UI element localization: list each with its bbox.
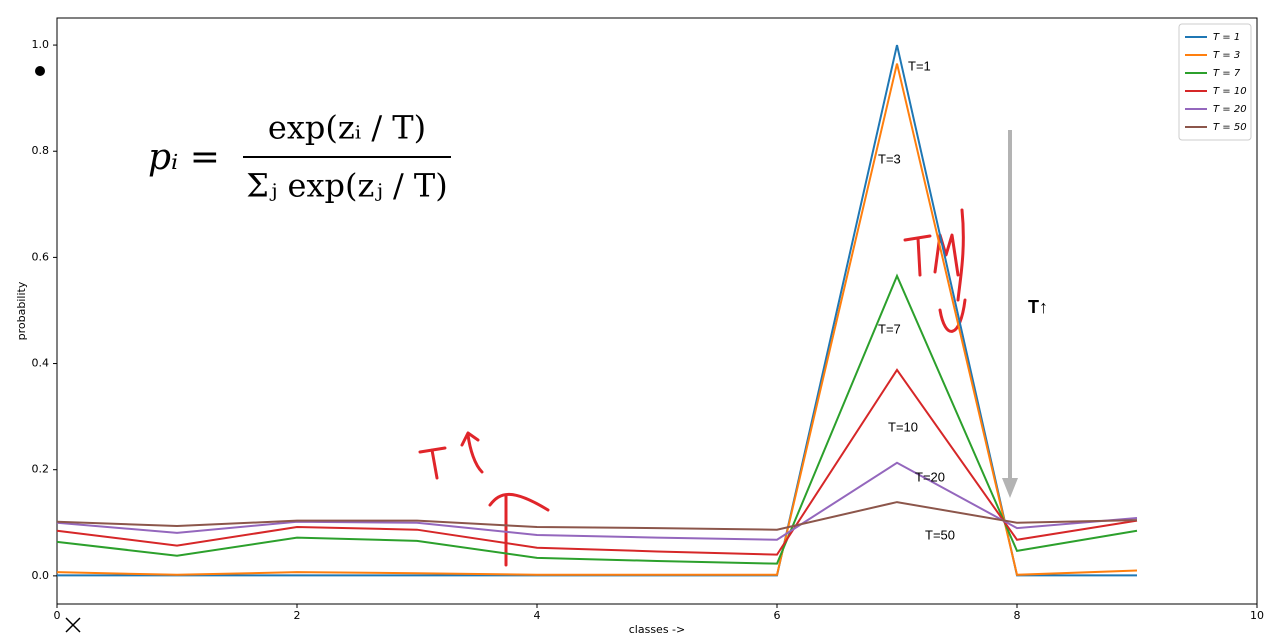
formula-denominator: Σⱼ exp(zⱼ / T): [246, 167, 447, 205]
series-line: [57, 44, 1137, 577]
legend-label: T = 3: [1213, 50, 1240, 61]
gray-arrow: [1002, 130, 1018, 498]
series-line: [56, 461, 1138, 541]
corner-mark: [65, 617, 81, 633]
x-tick-label: 6: [774, 609, 781, 622]
series-line: [56, 368, 1138, 556]
annotation: T=1: [908, 58, 931, 73]
legend-label: T = 50: [1213, 122, 1247, 133]
legend-label: T = 1: [1213, 32, 1240, 43]
x-tick-label: 4: [534, 609, 541, 622]
annotation: T↑: [1028, 297, 1048, 317]
hand-annotations: [418, 208, 967, 567]
series-line: [56, 273, 1138, 565]
x-tick-label: 2: [294, 609, 301, 622]
series-line: [56, 501, 1138, 531]
annotation: T=20: [915, 469, 945, 484]
y-tick-label: 0.2: [32, 463, 50, 476]
annotation: T=50: [925, 527, 955, 542]
legend: T = 1 T = 3 T = 7 T = 10 T = 20 T = 50: [1178, 23, 1252, 141]
y-axis-label: probability: [15, 281, 28, 340]
formula: pᵢ = exp(zᵢ / T) Σⱼ exp(zⱼ / T): [148, 109, 451, 205]
series-line: [56, 63, 1138, 576]
annotation: T=3: [878, 151, 901, 166]
bullet: [35, 66, 45, 76]
x-tick-label: 10: [1250, 609, 1264, 622]
y-tick-label: 1.0: [32, 38, 50, 51]
y-tick-label: 0.8: [32, 144, 50, 157]
legend-frame: [1178, 23, 1252, 141]
plot-frame: [56, 17, 1258, 605]
y-tick-label: 0.4: [32, 357, 50, 370]
y-tick-label: 0.0: [32, 569, 50, 582]
x-tick-label: 8: [1014, 609, 1021, 622]
legend-label: T = 20: [1213, 104, 1247, 115]
legend-label: T = 10: [1213, 86, 1247, 97]
annotation: T=10: [888, 419, 918, 434]
x-axis-label: classes ->: [629, 623, 686, 636]
formula-numerator: exp(zᵢ / T): [268, 109, 426, 147]
formula-lhs: pᵢ =: [148, 137, 220, 178]
legend-label: T = 7: [1213, 68, 1241, 79]
annotation: T=7: [878, 321, 901, 336]
y-tick-label: 0.6: [32, 250, 50, 263]
x-tick-label: 0: [54, 609, 61, 622]
